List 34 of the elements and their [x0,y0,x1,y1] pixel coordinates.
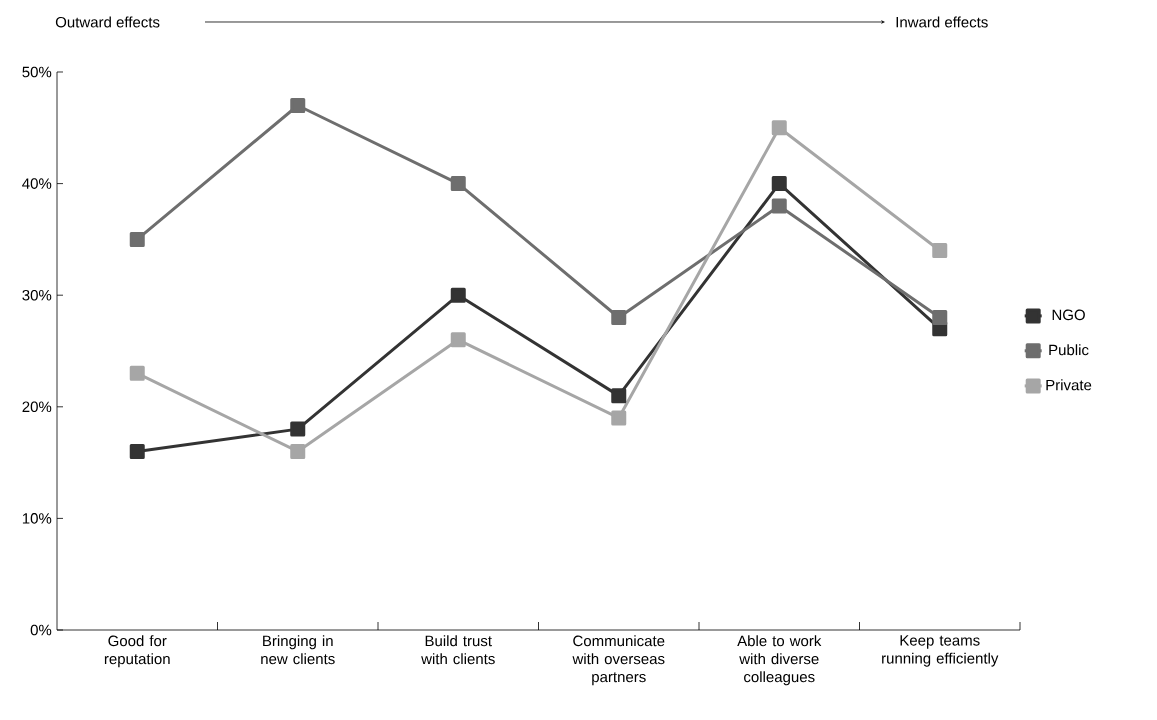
point [129,231,145,247]
legend-label: NGO [1052,309,1085,321]
point [129,365,145,381]
y-tick-label: 0% [30,624,52,636]
legend-label: Public [1049,344,1089,356]
legend-label: Private [1046,379,1092,391]
y-tick-label: 40% [22,178,52,189]
point [771,120,787,136]
point [611,310,627,326]
point [611,388,627,404]
point [611,410,627,426]
y-tick-label: 30% [22,289,52,301]
text: Inward effects [896,16,988,28]
point [290,443,306,459]
point [129,443,145,459]
x-tick-label: Able to work with diverse colleagues [737,635,822,686]
text: Outward effects [55,16,160,28]
point [290,421,306,437]
point [450,332,466,348]
x-tick-label: Keep teams running efficiently [882,635,999,667]
point [932,310,948,326]
y-tick-label: 50% [22,66,52,78]
x-tick-label: Bringing in new clients [261,635,335,665]
point [771,176,787,192]
x-tick-label: Communicate with overseas partners [572,635,665,686]
point [290,97,306,113]
point [450,176,466,192]
point [932,243,948,259]
x-tick-label: Good for reputation [104,635,170,668]
x-tick-label: Build trust with clients [421,635,495,665]
y-tick-label: 10% [22,513,52,524]
point [771,198,787,214]
y-tick-label: 20% [22,401,52,413]
point [450,287,466,303]
